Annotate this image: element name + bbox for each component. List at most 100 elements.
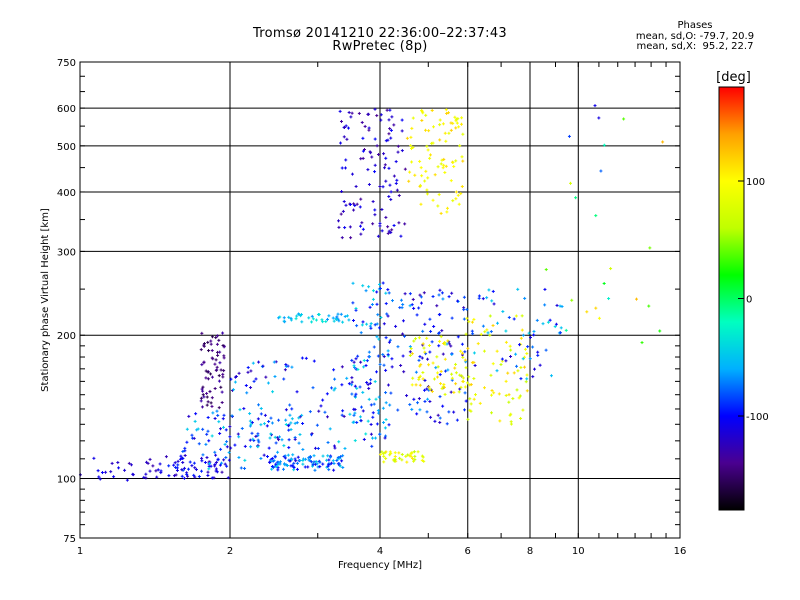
data-point	[274, 360, 278, 364]
y-tick-label: 200	[57, 331, 76, 342]
data-point	[405, 136, 409, 140]
data-point	[109, 470, 113, 474]
data-point	[327, 314, 331, 318]
data-point	[110, 461, 114, 465]
data-point	[307, 456, 311, 460]
data-point	[431, 361, 435, 365]
data-point	[332, 319, 336, 323]
data-point	[192, 436, 196, 440]
data-point	[388, 403, 392, 407]
data-point	[410, 126, 414, 130]
data-point	[389, 136, 393, 140]
data-point	[278, 315, 282, 319]
data-point	[172, 474, 176, 478]
data-point	[310, 314, 314, 318]
data-point	[418, 293, 422, 297]
data-point	[434, 366, 438, 370]
data-point	[272, 459, 276, 463]
data-point	[326, 441, 330, 445]
data-point	[243, 466, 247, 470]
data-point	[457, 390, 461, 394]
data-point	[373, 137, 377, 141]
data-point	[211, 411, 215, 415]
data-point	[308, 410, 312, 414]
data-point	[144, 472, 148, 476]
data-point	[507, 400, 511, 404]
data-point	[518, 394, 522, 398]
data-point	[478, 401, 482, 405]
data-point	[462, 295, 466, 299]
data-point	[392, 459, 396, 463]
data-point	[506, 371, 510, 375]
data-point	[398, 456, 402, 460]
data-point	[459, 349, 463, 353]
data-point	[264, 375, 268, 379]
data-point	[381, 353, 385, 357]
data-point	[315, 423, 319, 427]
data-point	[439, 382, 443, 386]
data-point	[443, 357, 447, 361]
data-point	[509, 412, 513, 416]
data-point	[227, 458, 231, 462]
data-point	[339, 455, 343, 459]
data-point	[390, 228, 394, 232]
data-point	[367, 386, 371, 390]
data-point	[200, 459, 204, 463]
data-point	[335, 315, 339, 319]
x-tick-label: 2	[227, 546, 233, 557]
data-point	[358, 205, 362, 209]
data-point	[173, 461, 177, 465]
data-point	[435, 304, 439, 308]
data-point	[338, 109, 342, 113]
data-point	[217, 379, 221, 383]
data-point	[387, 195, 391, 199]
data-point	[366, 383, 370, 387]
data-point	[464, 366, 468, 370]
data-point	[548, 318, 552, 322]
data-point	[442, 385, 446, 389]
data-point	[479, 332, 483, 336]
data-point	[325, 317, 329, 321]
data-point	[423, 388, 427, 392]
data-point	[504, 340, 508, 344]
data-point	[463, 408, 467, 412]
data-point	[451, 121, 455, 125]
data-point	[224, 456, 228, 460]
data-point	[210, 375, 214, 379]
data-point	[570, 298, 574, 302]
data-point	[444, 139, 448, 143]
data-point	[249, 386, 253, 390]
data-point	[275, 436, 279, 440]
data-point	[544, 348, 548, 352]
data-point	[298, 459, 302, 463]
data-point	[467, 375, 471, 379]
data-point	[520, 314, 524, 318]
data-point	[274, 465, 278, 469]
data-point	[459, 385, 463, 389]
data-point	[178, 457, 182, 461]
data-point	[340, 413, 344, 417]
data-point	[546, 320, 550, 324]
data-point	[214, 336, 218, 340]
data-point	[371, 415, 375, 419]
data-point	[458, 387, 462, 391]
data-point	[387, 229, 391, 233]
data-point	[367, 285, 371, 289]
data-point	[452, 410, 456, 414]
data-point	[307, 316, 311, 320]
data-point	[504, 359, 508, 363]
data-point	[262, 453, 266, 457]
data-point	[426, 176, 430, 180]
data-point	[554, 322, 558, 326]
data-point	[292, 461, 296, 465]
data-point	[408, 170, 412, 174]
data-point	[501, 310, 505, 314]
data-point	[509, 355, 513, 359]
data-point	[384, 302, 388, 306]
data-point	[445, 342, 449, 346]
data-point	[252, 439, 256, 443]
data-point	[369, 326, 373, 330]
data-point	[200, 331, 204, 335]
data-point	[372, 402, 376, 406]
data-point	[354, 392, 358, 396]
